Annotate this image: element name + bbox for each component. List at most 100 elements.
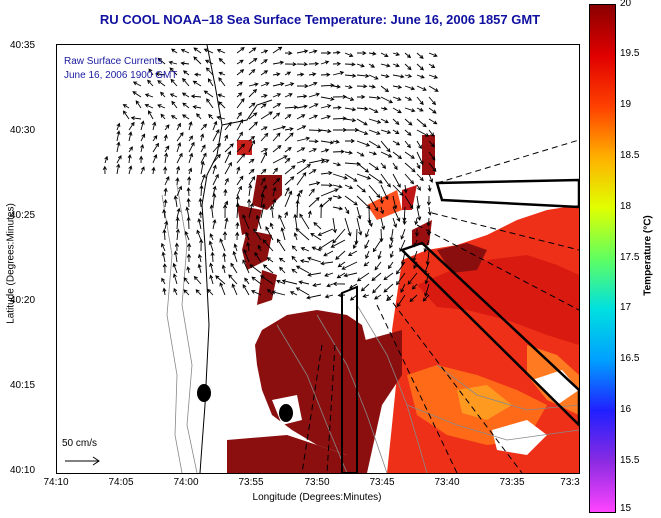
current-vector (180, 61, 190, 66)
current-vector (392, 162, 398, 171)
current-vector (296, 136, 311, 142)
current-vector (269, 205, 274, 219)
current-vector (160, 113, 166, 120)
sst-map-svg (65, 45, 579, 473)
current-vector (368, 107, 379, 113)
y-tick-label: 40:15 (10, 380, 36, 391)
current-vector (392, 51, 401, 56)
map-plot-area[interactable] (56, 44, 580, 474)
current-vector (284, 127, 294, 132)
current-vector (296, 114, 306, 120)
current-vector (272, 167, 278, 175)
current-vector (236, 98, 245, 109)
colorbar-tick: 18.5 (620, 150, 640, 161)
current-vector (230, 262, 238, 274)
current-vector (295, 199, 300, 219)
current-vector (291, 255, 298, 263)
current-vector (320, 129, 332, 134)
current-vector (345, 127, 360, 133)
current-vector (428, 173, 434, 183)
current-vector (296, 49, 309, 54)
current-vector (194, 72, 202, 77)
current-vector (416, 140, 422, 150)
current-vector (186, 187, 191, 197)
current-vector (428, 74, 439, 79)
current-vector (212, 153, 221, 164)
current-vector (284, 114, 292, 120)
current-vector (308, 72, 317, 77)
current-vector (210, 251, 215, 263)
current-vector (161, 277, 166, 285)
current-vector (272, 125, 287, 131)
current-vector (341, 261, 358, 270)
x-tick-label: 74:05 (108, 477, 134, 488)
colorbar-tick: 16 (620, 404, 632, 415)
current-vector (269, 222, 274, 230)
current-vector (209, 262, 214, 274)
current-vector (427, 206, 432, 216)
current-vector (308, 197, 320, 208)
y-axis-label: Latitude (Degrees:Minutes) (5, 203, 17, 324)
current-vector (289, 291, 298, 296)
current-vector (299, 213, 310, 230)
current-vector (242, 214, 250, 230)
current-vector (392, 140, 401, 146)
current-vector (291, 268, 298, 274)
current-vector (198, 197, 203, 208)
y-tick-label: 40:35 (10, 40, 36, 51)
current-vector (324, 272, 334, 277)
current-vector (320, 72, 331, 77)
current-vector (396, 294, 406, 308)
current-vector (152, 121, 157, 131)
colorbar-label: Temperature (°C) (642, 215, 654, 296)
current-vector (200, 123, 208, 131)
colorbar-tick: 17.5 (620, 252, 640, 263)
current-vector (335, 250, 346, 260)
current-vector (116, 122, 121, 131)
current-vector (236, 111, 242, 120)
current-vector (392, 206, 401, 222)
current-vector (140, 143, 145, 153)
current-vector (407, 272, 418, 285)
current-vector (332, 228, 346, 244)
colorbar-tick: 15 (620, 503, 632, 514)
current-vector (344, 118, 357, 123)
current-vector (260, 184, 267, 197)
current-vector (232, 250, 238, 263)
current-vector (284, 62, 297, 67)
current-vector (188, 121, 193, 131)
current-vector (183, 277, 190, 285)
current-vector (356, 106, 369, 111)
current-vector (284, 176, 295, 186)
current-vector (356, 84, 368, 89)
current-vector (426, 195, 431, 206)
current-vector (196, 229, 202, 241)
current-vector (218, 77, 226, 87)
current-vector (313, 221, 322, 230)
current-vector (284, 93, 293, 98)
current-vector (320, 104, 332, 109)
current-vector (404, 118, 413, 126)
current-vector (416, 206, 422, 221)
current-vector (333, 127, 348, 132)
current-vector (368, 63, 376, 68)
current-vector (197, 253, 202, 263)
current-vector (122, 110, 130, 120)
current-vector (284, 132, 294, 142)
current-vector (185, 206, 190, 219)
current-vector (231, 283, 238, 296)
current-vector (248, 158, 255, 164)
current-vector (330, 239, 346, 248)
current-vector (272, 82, 285, 87)
current-vector (427, 184, 432, 193)
current-vector (383, 272, 394, 281)
current-vector (377, 250, 382, 260)
current-vector (332, 173, 348, 180)
current-vector (251, 276, 262, 285)
current-vector (344, 52, 354, 57)
current-vector (188, 141, 195, 153)
current-vector (320, 170, 333, 176)
current-vector (416, 195, 421, 210)
current-vector (267, 288, 274, 296)
current-vector (344, 184, 354, 190)
